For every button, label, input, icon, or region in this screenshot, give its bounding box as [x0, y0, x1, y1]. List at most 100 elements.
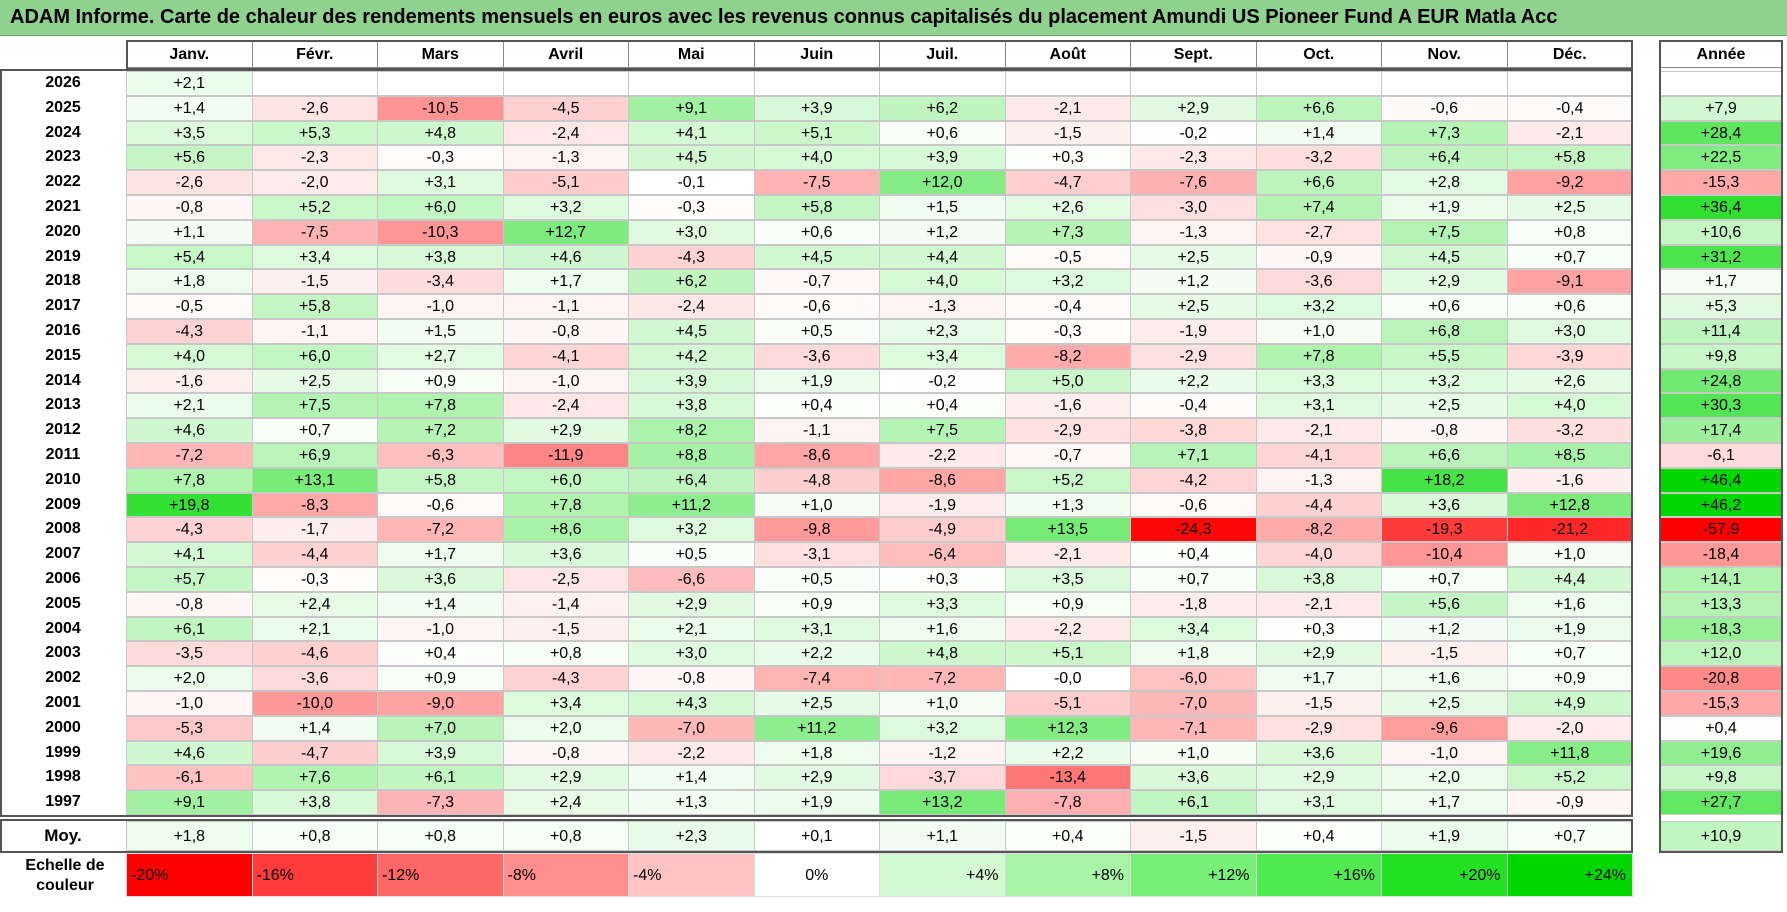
heatmap-cell: -7,6	[1130, 170, 1257, 195]
heatmap-cell: +2,9	[1255, 641, 1382, 667]
heatmap-cell: +0,7	[1506, 244, 1633, 270]
heatmap-cell: +6,6	[1381, 443, 1508, 468]
heatmap-cell: -0,8	[502, 319, 629, 344]
heatmap-cell	[1381, 71, 1508, 96]
heatmap-cell: +13,1	[251, 467, 378, 493]
heatmap-cell: -0,3	[377, 145, 504, 171]
heatmap-cell: +11,2	[628, 492, 755, 518]
heatmap-cell: +3,1	[377, 170, 504, 195]
heatmap-cell: +3,4	[879, 343, 1006, 369]
heatmap-cell: -4,3	[126, 517, 253, 543]
heatmap-cell: -8,2	[1255, 517, 1382, 543]
heatmap-cell: +5,6	[1381, 591, 1508, 617]
heatmap-cell: +3,8	[1255, 567, 1382, 592]
heatmap-cell: +3,5	[126, 120, 253, 146]
heatmap-cell: +7,3	[1381, 120, 1508, 146]
annual-cell: -15,3	[1660, 170, 1782, 195]
annual-cell: +9,8	[1660, 343, 1782, 369]
heatmap-cell: -7,2	[377, 517, 504, 543]
heatmap-cell	[502, 71, 629, 96]
heatmap-cell: +2,1	[126, 71, 253, 96]
heatmap-cell: +19,8	[126, 492, 253, 518]
heatmap-cell: -3,7	[879, 765, 1006, 791]
heatmap-cell: +5,2	[251, 195, 378, 220]
heatmap-cell: -6,4	[879, 542, 1006, 567]
heatmap-cell: -8,3	[251, 492, 378, 518]
heatmap-cell: -0,6	[377, 492, 504, 518]
heatmap-cell: -5,3	[126, 715, 253, 741]
heatmap-cell: +0,8	[1506, 219, 1633, 245]
heatmap-cell: +2,2	[753, 641, 880, 667]
heatmap-cell: -0,6	[1130, 492, 1257, 518]
month-header: Nov.	[1381, 40, 1508, 68]
heatmap-cell: +0,7	[1506, 641, 1633, 667]
row-year-label: 2020	[45, 222, 81, 240]
heatmap-cell: +6,1	[377, 765, 504, 791]
heatmap-cell: -4,5	[502, 95, 629, 121]
heatmap-cell: +1,0	[1130, 740, 1257, 766]
heatmap-cell: +1,4	[126, 95, 253, 121]
average-cell: +1,9	[1381, 821, 1508, 851]
heatmap-cell: +2,2	[1130, 368, 1257, 394]
heatmap-cell: -0,9	[1506, 790, 1633, 815]
average-cell: +0,7	[1506, 821, 1633, 851]
heatmap-cell: +6,6	[1255, 95, 1382, 121]
row-year-label: 2015	[45, 346, 81, 364]
average-cell: +1,8	[126, 821, 253, 851]
row-year-label: 2008	[45, 520, 81, 538]
heatmap-cell: -2,9	[1004, 418, 1131, 443]
heatmap-cell: +5,8	[753, 195, 880, 220]
heatmap-cell: +6,0	[251, 343, 378, 369]
row-year-label: 2014	[45, 371, 81, 389]
month-header: Mars	[377, 40, 504, 68]
heatmap-cell: -1,5	[1004, 120, 1131, 146]
heatmap-cell: +7,3	[1004, 219, 1131, 245]
heatmap-cell	[377, 71, 504, 96]
heatmap-cell: +0,9	[1004, 591, 1131, 617]
average-cell: +0,1	[753, 821, 880, 851]
heatmap-cell: -1,0	[377, 294, 504, 319]
heatmap-cell: +2,5	[1381, 393, 1508, 419]
heatmap-cell: -6,1	[126, 765, 253, 791]
row-year-label: 2004	[45, 619, 81, 637]
heatmap-cell: -3,0	[1130, 195, 1257, 220]
heatmap-cell: -0,5	[1004, 244, 1131, 270]
heatmap-cell: -13,4	[1004, 765, 1131, 791]
heatmap-cell: -9,1	[1506, 269, 1633, 295]
heatmap-cell: +3,3	[879, 591, 1006, 617]
heatmap-cell: -1,3	[879, 294, 1006, 319]
heatmap-cell: +7,5	[1381, 219, 1508, 245]
heatmap-cell: -2,0	[1506, 715, 1633, 741]
heatmap-cell: -2,6	[126, 170, 253, 195]
scale-step: -8%	[502, 853, 629, 897]
heatmap-cell: -8,6	[753, 443, 880, 468]
heatmap-cell: -3,2	[1506, 418, 1633, 443]
heatmap-cell: -0,8	[502, 740, 629, 766]
heatmap-cell: -1,3	[1130, 219, 1257, 245]
heatmap-cell: +8,8	[628, 443, 755, 468]
heatmap-cell: +1,8	[126, 269, 253, 295]
heatmap-cell: -0,8	[126, 591, 253, 617]
heatmap-cell: +6,6	[1255, 170, 1382, 195]
annual-cell: -15,3	[1660, 691, 1782, 716]
annual-cell: +13,3	[1660, 591, 1782, 617]
heatmap-cell: -2,3	[251, 145, 378, 171]
annual-cell	[1660, 71, 1782, 96]
heatmap-cell: +1,8	[1130, 641, 1257, 667]
heatmap-cell: +2,8	[1381, 170, 1508, 195]
heatmap-cell: +1,5	[879, 195, 1006, 220]
annual-cell: +28,4	[1660, 120, 1782, 146]
title-bar: ADAM Informe. Carte de chaleur des rende…	[0, 0, 1787, 36]
heatmap-cell: +0,6	[1381, 294, 1508, 319]
heatmap-cell: +6,9	[251, 443, 378, 468]
heatmap-cell: +4,6	[126, 740, 253, 766]
average-cell: +2,3	[628, 821, 755, 851]
heatmap-cell: +1,9	[753, 790, 880, 815]
heatmap-cell: -2,9	[1130, 343, 1257, 369]
heatmap-cell: -4,3	[628, 244, 755, 270]
annual-cell: +5,3	[1660, 294, 1782, 319]
heatmap-cell: +5,5	[1381, 343, 1508, 369]
heatmap-cell: -10,4	[1381, 542, 1508, 567]
heatmap-cell: -2,3	[1130, 145, 1257, 171]
heatmap-cell: -4,4	[1255, 492, 1382, 518]
